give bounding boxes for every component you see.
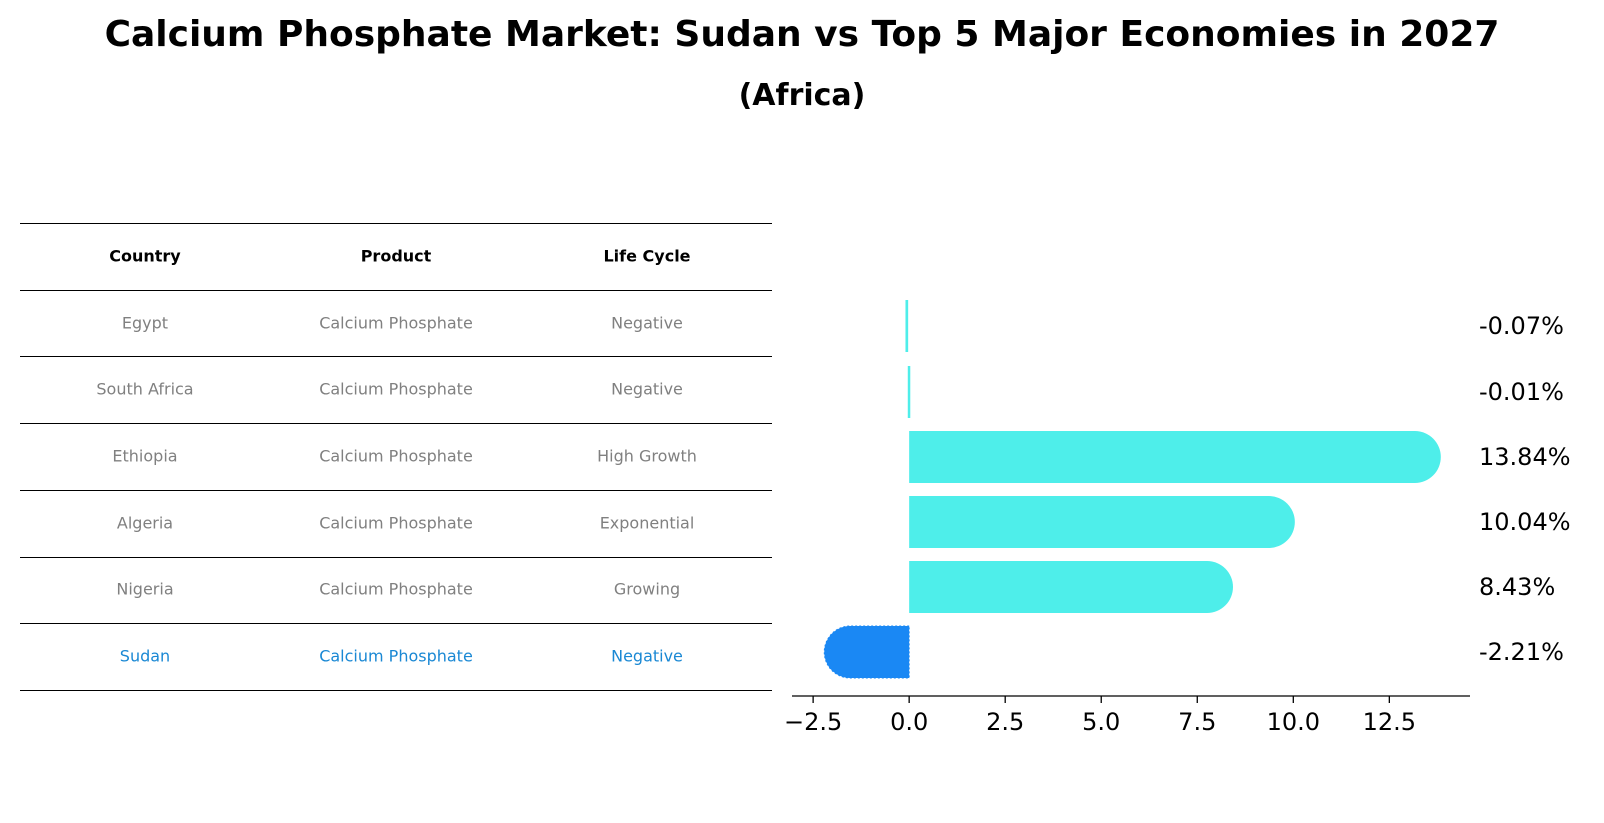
table-rule [20,223,772,224]
table-rule [20,290,772,291]
table-cell-country: Egypt [121,313,169,333]
x-tick-label: 12.5 [1363,708,1416,736]
bar-value-label: 8.43% [1479,573,1555,601]
bar-south-africa [907,366,911,418]
table-rule [20,690,772,691]
table-cell-product: Calcium Phosphate [319,379,473,399]
table-cell-country: Ethiopia [112,446,178,466]
x-tick-label: 7.5 [1178,708,1216,736]
table-rule [20,623,772,624]
table-cell-product: Calcium Phosphate [319,313,473,333]
table-cell-product: Calcium Phosphate [319,579,473,599]
page-subtitle: (Africa) [738,78,866,113]
x-tick-label: −2.5 [784,708,842,736]
table-cell-life-cycle: Negative [611,646,683,666]
page-title: Calcium Phosphate Market: Sudan vs Top 5… [104,14,1500,55]
table-rule [20,356,772,357]
table-cell-life-cycle: Negative [611,379,683,399]
table-cell-life-cycle: Negative [611,313,683,333]
table-rule [20,490,772,491]
column-header-product: Product [360,246,432,266]
table-cell-product: Calcium Phosphate [319,646,473,666]
table-cell-life-cycle: Growing [613,579,681,599]
bar-value-label: 10.04% [1479,508,1571,536]
bar-sudan [823,625,910,679]
bar-value-label: 13.84% [1479,443,1571,471]
bar-nigeria [909,561,1233,613]
bar-ethiopia [909,431,1441,483]
x-tick-label: 2.5 [986,708,1024,736]
x-tick-label: 0.0 [890,708,928,736]
column-header-life-cycle: Life Cycle [603,246,691,266]
bar-egypt [905,300,909,352]
table-cell-country: Sudan [119,646,171,666]
table-cell-product: Calcium Phosphate [319,513,473,533]
table-cell-life-cycle: High Growth [597,446,697,466]
bar-value-label: -0.01% [1479,378,1564,406]
x-tick-label: 10.0 [1267,708,1320,736]
bar-algeria [909,496,1295,548]
table-rule [20,557,772,558]
table-cell-country: South Africa [96,379,194,399]
bar-value-label: -2.21% [1479,638,1564,666]
bar-value-label: -0.07% [1479,312,1564,340]
table-cell-product: Calcium Phosphate [319,446,473,466]
x-tick-label: 5.0 [1082,708,1120,736]
table-cell-life-cycle: Exponential [599,513,695,533]
table-rule [20,423,772,424]
column-header-country: Country [109,246,181,266]
table-cell-country: Algeria [116,513,174,533]
table-cell-country: Nigeria [116,579,174,599]
